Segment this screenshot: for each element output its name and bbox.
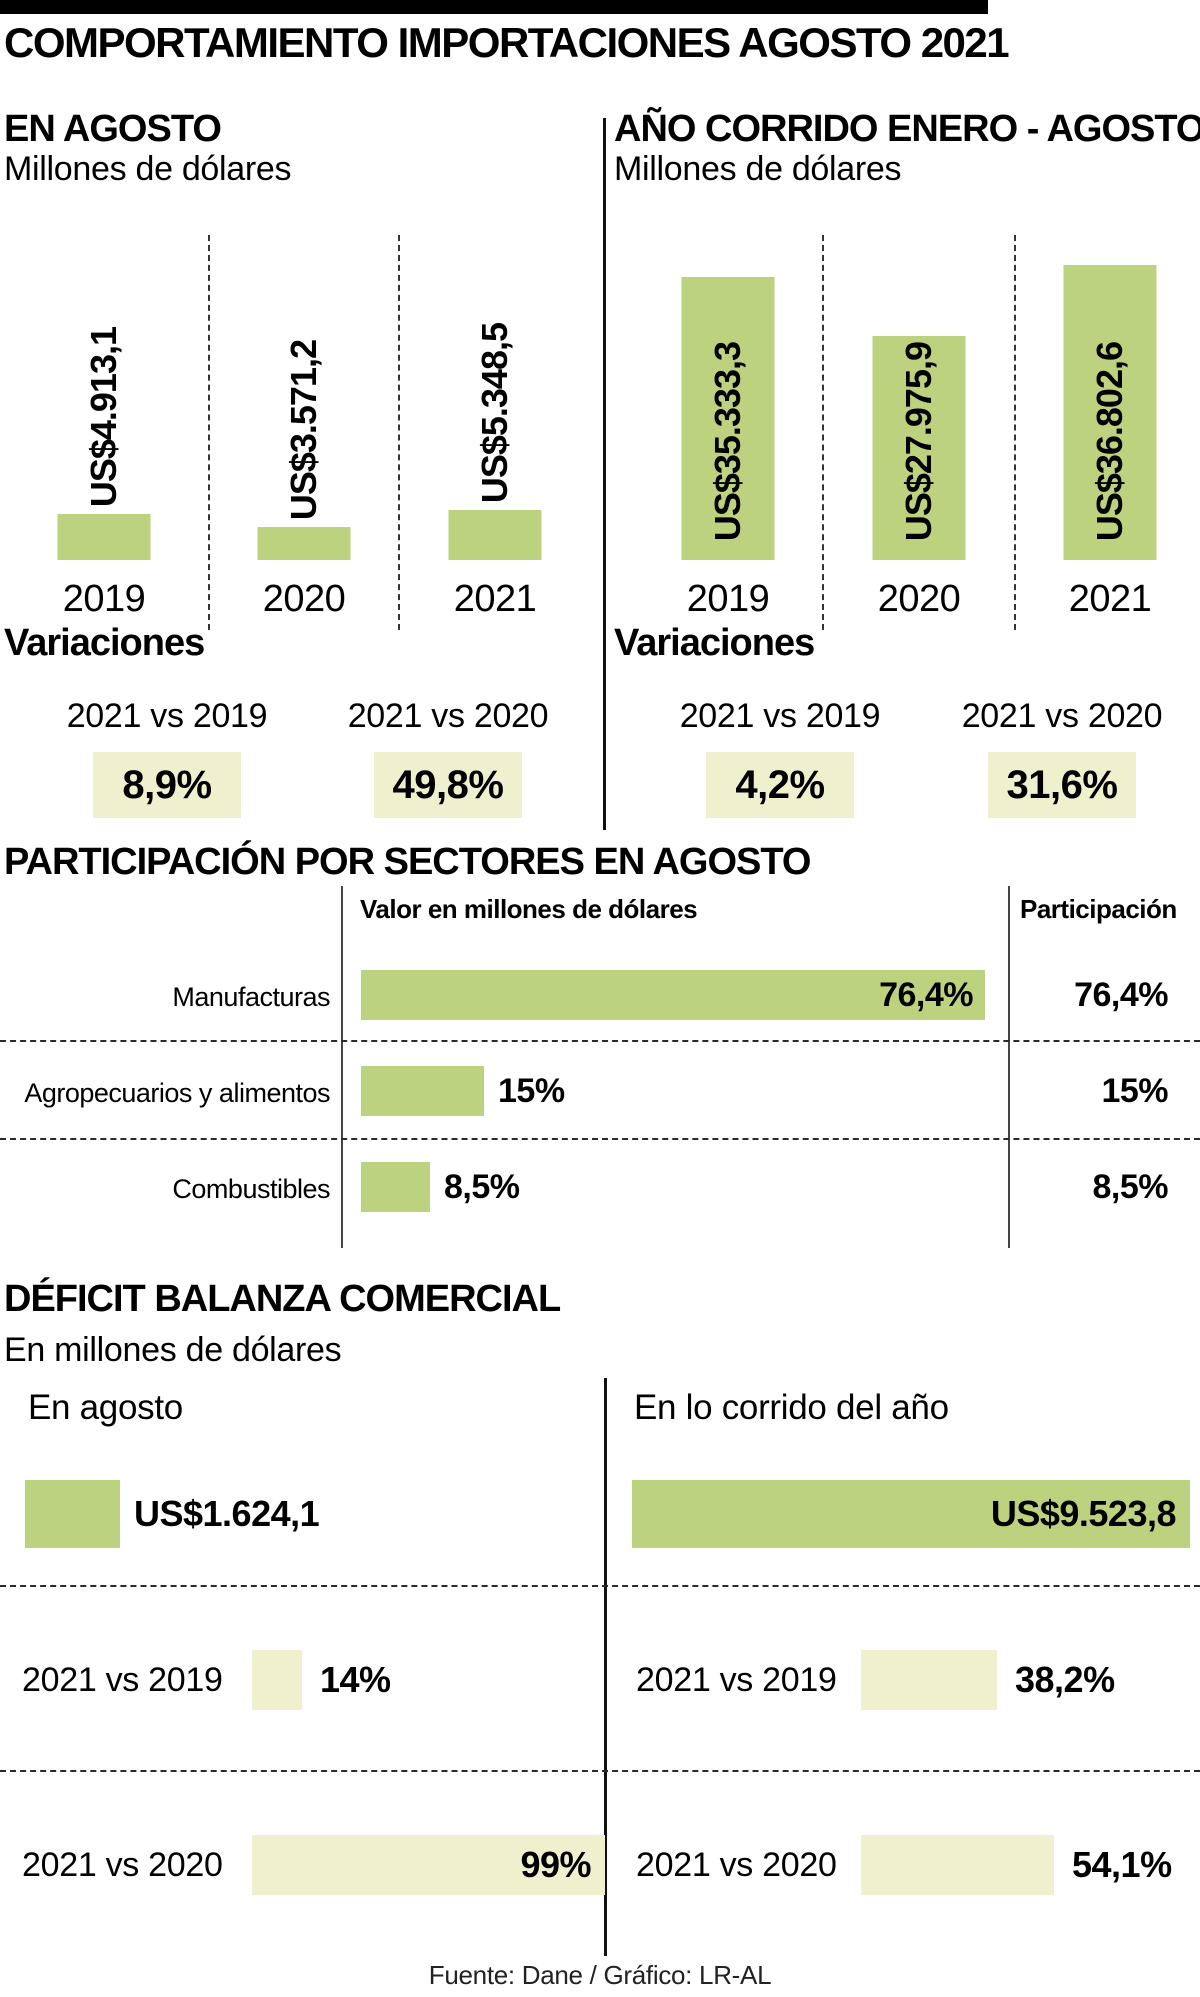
- monthly-column-2019: US$4.913,1 2019: [10, 200, 198, 630]
- monthly-variations-heading: Variaciones: [4, 622, 205, 664]
- deficit-variation-label: 2021 vs 2019: [636, 1661, 837, 1699]
- bar-monthly-2019: [57, 514, 151, 560]
- ytd-variations-heading: Variaciones: [614, 622, 815, 664]
- bar-monthly-2020: [257, 527, 351, 560]
- bar-value-label: US$35.333,3: [707, 341, 748, 541]
- variation-value-box: 31,6%: [988, 752, 1136, 818]
- page-title: COMPORTAMIENTO IMPORTACIONES AGOSTO 2021: [4, 19, 1010, 66]
- bar-deficit-ytd: US$9.523,8: [632, 1480, 1190, 1548]
- bar-deficit-var-aug-2019: [252, 1650, 302, 1710]
- sector-share-value: 15%: [1101, 1072, 1168, 1110]
- sector-share-value: 76,4%: [1074, 976, 1168, 1014]
- ytd-column-2020: US$27.975,9 2020: [825, 200, 1013, 630]
- bar-value-label: 14%: [320, 1659, 391, 1700]
- variation-label: 2021 vs 2019: [679, 697, 881, 735]
- bar-value-label: US$36.802,6: [1089, 341, 1130, 541]
- charts-divider-line: [603, 118, 606, 830]
- year-label: 2019: [62, 578, 146, 620]
- share-column-header: Participación: [1020, 894, 1177, 924]
- monthly-column-2020: US$3.571,2 2020: [210, 200, 398, 630]
- bar-value-label: US$27.975,9: [898, 341, 939, 541]
- deficit-variation-label: 2021 vs 2020: [636, 1846, 837, 1884]
- bar-value-label: 99%: [520, 1844, 591, 1885]
- column-separator-dashed: [398, 235, 400, 630]
- bar-deficit-var-aug-2020: 99%: [252, 1835, 605, 1895]
- bar-deficit-august: [25, 1480, 120, 1548]
- table-column-line: [1008, 886, 1010, 1248]
- deficit-section-title: DÉFICIT BALANZA COMERCIAL: [4, 1278, 561, 1320]
- year-label: 2019: [686, 578, 770, 620]
- year-label: 2021: [453, 578, 537, 620]
- sector-share-value: 8,5%: [1092, 1168, 1169, 1206]
- row-separator-dashed: [0, 1040, 1200, 1042]
- bar-ytd-2019: [681, 277, 775, 560]
- bar-deficit-var-ytd-2020: [861, 1835, 1054, 1895]
- bar-ytd-2021: [1063, 265, 1157, 560]
- sector-row-label: Agropecuarios y alimentos: [24, 1078, 330, 1108]
- bar-value-label: US$3.571,2: [283, 339, 324, 520]
- bar-value-label: US$4.913,1: [83, 326, 124, 507]
- bar-value-label: 38,2%: [1015, 1659, 1115, 1700]
- monthly-column-2021: US$5.348,5 2021: [400, 200, 590, 630]
- ytd-column-2021: US$36.802,6 2021: [1018, 200, 1200, 630]
- bar-ytd-2020: [872, 336, 966, 560]
- sectors-section-title: PARTICIPACIÓN POR SECTORES EN AGOSTO: [4, 841, 811, 883]
- column-separator-dashed: [208, 235, 210, 630]
- column-separator-dashed: [822, 235, 824, 630]
- value-column-header: Valor en millones de dólares: [360, 894, 698, 924]
- variation-item: 2021 vs 2020 31,6%: [942, 697, 1182, 818]
- variation-value-box: 49,8%: [374, 752, 522, 818]
- bar-deficit-var-ytd-2019: [861, 1650, 997, 1710]
- bar-sector-manufacturas: 76,4%: [361, 970, 985, 1020]
- variation-label: 2021 vs 2019: [66, 697, 268, 735]
- variation-label: 2021 vs 2020: [961, 697, 1163, 735]
- bar-value-label: US$1.624,1: [134, 1493, 320, 1534]
- monthly-chart-subtitle: Millones de dólares: [4, 150, 292, 188]
- deficit-variation-label: 2021 vs 2020: [22, 1846, 223, 1884]
- deficit-divider-line: [604, 1378, 607, 1956]
- row-separator-dashed: [0, 1138, 1200, 1140]
- sector-row-label: Manufacturas: [172, 982, 330, 1012]
- year-label: 2021: [1068, 578, 1152, 620]
- monthly-chart-title: EN AGOSTO: [4, 108, 222, 150]
- variation-item: 2021 vs 2019 8,9%: [47, 697, 287, 818]
- deficit-column-title: En lo corrido del año: [634, 1388, 949, 1427]
- bar-value-label: 8,5%: [444, 1168, 520, 1206]
- year-label: 2020: [262, 578, 346, 620]
- row-separator-dashed: [0, 1585, 1200, 1587]
- year-label: 2020: [877, 578, 961, 620]
- variation-value-box: 4,2%: [706, 752, 854, 818]
- row-separator-dashed: [0, 1770, 1200, 1772]
- bar-value-label: 15%: [498, 1072, 565, 1110]
- source-credit: Fuente: Dane / Gráfico: LR-AL: [428, 1960, 772, 1990]
- bar-value-label: 54,1%: [1072, 1844, 1172, 1885]
- deficit-column-title: En agosto: [28, 1388, 183, 1427]
- variation-label: 2021 vs 2020: [347, 697, 549, 735]
- sector-row-label: Combustibles: [172, 1174, 330, 1204]
- variation-item: 2021 vs 2019 4,2%: [660, 697, 900, 818]
- table-column-line: [341, 886, 343, 1248]
- ytd-chart-title: AÑO CORRIDO ENERO - AGOSTO: [614, 108, 1200, 150]
- ytd-chart-subtitle: Millones de dólares: [614, 150, 902, 188]
- bar-sector-combustibles: [361, 1162, 430, 1212]
- bar-value-label: US$5.348,5: [474, 322, 515, 503]
- column-separator-dashed: [1014, 235, 1016, 630]
- bar-value-label: US$9.523,8: [990, 1493, 1177, 1534]
- top-accent-bar: [0, 0, 988, 14]
- variation-value-box: 8,9%: [93, 752, 241, 818]
- deficit-section-subtitle: En millones de dólares: [4, 1331, 342, 1369]
- bar-value-label: 76,4%: [879, 976, 973, 1014]
- bar-sector-agropecuarios: [361, 1066, 484, 1116]
- ytd-column-2019: US$35.333,3 2019: [634, 200, 822, 630]
- deficit-variation-label: 2021 vs 2019: [22, 1661, 223, 1699]
- variation-item: 2021 vs 2020 49,8%: [328, 697, 568, 818]
- bar-monthly-2021: [448, 510, 542, 560]
